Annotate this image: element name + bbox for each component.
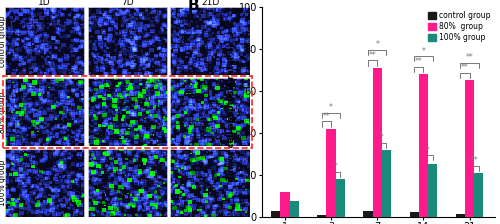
Bar — [428, 164, 438, 217]
Bar — [271, 211, 280, 217]
Text: *: * — [329, 103, 333, 112]
Y-axis label: control group: control group — [0, 15, 6, 67]
Bar — [317, 215, 326, 217]
Bar — [372, 68, 382, 217]
Bar — [280, 192, 289, 217]
Text: *: * — [422, 47, 426, 56]
Text: *: * — [380, 133, 384, 142]
Bar — [465, 80, 474, 217]
Y-axis label: Tumor cell apoptosis rate(%): Tumor cell apoptosis rate(%) — [227, 43, 236, 181]
Bar — [474, 173, 484, 217]
Y-axis label: 80% group: 80% group — [0, 91, 6, 133]
Text: B: B — [187, 0, 199, 13]
Text: **: ** — [322, 112, 330, 121]
Legend: control group, 80%  group, 100% group: control group, 80% group, 100% group — [428, 11, 491, 43]
Text: **: ** — [466, 53, 473, 62]
Bar — [290, 202, 298, 217]
Text: **: ** — [369, 51, 376, 60]
Title: 1D: 1D — [38, 0, 51, 7]
Bar — [326, 129, 336, 217]
Text: *: * — [376, 40, 379, 49]
Bar — [410, 212, 419, 217]
Text: **: ** — [415, 57, 422, 66]
Text: *: * — [426, 146, 430, 155]
Bar — [364, 211, 372, 217]
Text: *: * — [334, 162, 338, 171]
Bar — [456, 214, 465, 217]
Title: 21D: 21D — [201, 0, 219, 7]
Y-axis label: 100% group: 100% group — [0, 160, 6, 206]
Text: **: ** — [461, 63, 469, 72]
Bar — [382, 150, 391, 217]
Bar — [419, 74, 428, 217]
Title: 7D: 7D — [121, 0, 134, 7]
Bar — [336, 179, 345, 217]
Text: **: ** — [470, 156, 478, 165]
